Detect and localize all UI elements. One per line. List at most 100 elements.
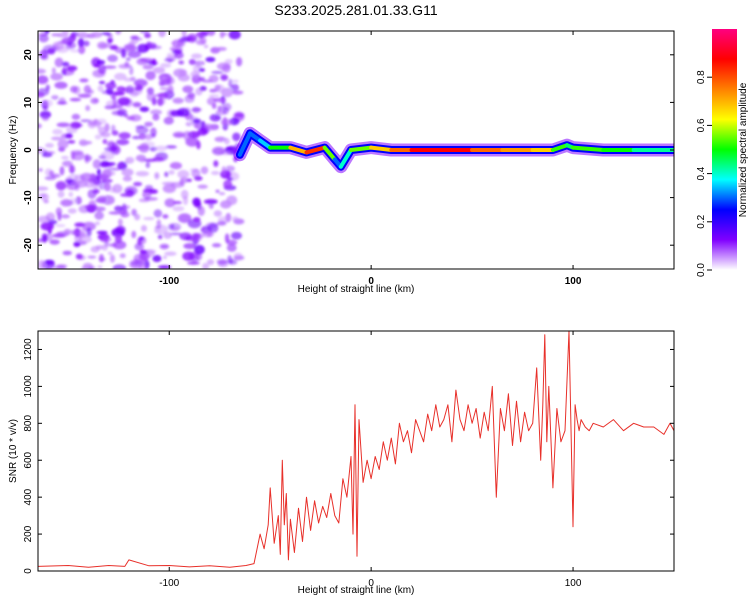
heatmap-noise-cell bbox=[138, 143, 150, 153]
heatmap-noise-cell bbox=[40, 193, 50, 202]
heatmap-noise-cell bbox=[182, 195, 189, 206]
heatmap-noise-cell bbox=[190, 53, 203, 59]
heatmap-noise-cell bbox=[224, 58, 233, 65]
heatmap-ridge-segment bbox=[338, 148, 353, 169]
heatmap-noise-cell bbox=[105, 171, 116, 176]
heatmap-noise-cell bbox=[164, 58, 175, 62]
heatmap-noise-cell bbox=[39, 110, 52, 119]
heatmap-noise-cell bbox=[117, 218, 123, 226]
heatmap-noise-cell bbox=[162, 255, 167, 259]
heatmap-noise-cell bbox=[123, 43, 137, 53]
colorbar-ticks: 0.0 0.2 0.4 0.6 0.8 bbox=[696, 70, 712, 277]
heatmap-noise-cell bbox=[212, 146, 226, 156]
heatmap-noise-cell bbox=[144, 121, 153, 127]
heatmap-noise-cell bbox=[211, 70, 224, 75]
heatmap-noise-cell bbox=[231, 90, 244, 95]
colorbar-tick-label: 0.4 bbox=[696, 166, 707, 180]
heatmap-noise-cell bbox=[125, 156, 135, 164]
heatmap-noise-cell bbox=[163, 231, 173, 239]
heatmap-noise-cell bbox=[94, 206, 106, 212]
heatmap-y-tick-label: -10 bbox=[23, 190, 34, 205]
heatmap-noise-cell bbox=[77, 254, 86, 261]
snr-series-line bbox=[38, 331, 674, 568]
heatmap-noise-cell bbox=[121, 168, 134, 177]
heatmap-noise-cell bbox=[84, 153, 90, 164]
heatmap-noise-cell bbox=[202, 230, 214, 238]
snr-y-tick-label: 1200 bbox=[23, 338, 34, 361]
heatmap-noise-cell bbox=[96, 118, 107, 125]
heatmap-noise-cell bbox=[142, 189, 152, 200]
heatmap-noise-cell bbox=[177, 169, 190, 179]
heatmap-noise-cell bbox=[107, 167, 121, 171]
heatmap-noise-cell bbox=[151, 58, 157, 66]
heatmap-y-tick-label: -20 bbox=[23, 238, 34, 253]
heatmap-noise-cell bbox=[228, 31, 241, 40]
heatmap-ridge-segment bbox=[348, 145, 374, 152]
heatmap-noise-cell bbox=[52, 128, 63, 135]
heatmap-noise-cell bbox=[192, 197, 201, 206]
heatmap-noise-cell bbox=[96, 168, 101, 176]
heatmap-noise-cell bbox=[114, 234, 123, 244]
heatmap-noise-cell bbox=[87, 255, 97, 259]
heatmap-noise-cell bbox=[98, 80, 106, 85]
heatmap-noise-cell bbox=[162, 184, 177, 194]
heatmap-noise-cell bbox=[38, 123, 42, 129]
heatmap-noise-cell bbox=[157, 97, 164, 107]
heatmap-noise-cell bbox=[108, 211, 123, 215]
heatmap-ridge-segment bbox=[288, 145, 309, 155]
heatmap-noise-cell bbox=[130, 35, 140, 40]
colorbar-tick-label: 0.6 bbox=[696, 118, 707, 132]
heatmap-noise-cell bbox=[38, 75, 49, 85]
heatmap-noise-cell bbox=[45, 84, 50, 91]
heatmap-x-tick-label: 100 bbox=[565, 276, 582, 287]
heatmap-noise-cell bbox=[203, 44, 209, 49]
heatmap-noise-cell bbox=[213, 210, 223, 217]
heatmap-noise-cell bbox=[226, 177, 234, 181]
heatmap-noise-cell bbox=[98, 126, 107, 135]
heatmap-ridge-segment bbox=[369, 145, 394, 152]
heatmap-noise-cell bbox=[137, 43, 149, 53]
heatmap-noise-cell bbox=[102, 65, 117, 69]
heatmap-noise-cell bbox=[144, 134, 153, 140]
heatmap-noise-cell bbox=[173, 132, 185, 138]
heatmap-noise-cell bbox=[138, 198, 150, 203]
heatmap-noise-cell bbox=[116, 139, 130, 146]
heatmap-noise-cell bbox=[172, 97, 184, 104]
heatmap-noise-cell bbox=[187, 92, 196, 99]
heatmap-noise-cell bbox=[63, 228, 72, 236]
heatmap-noise-cell bbox=[115, 31, 122, 35]
heatmap-noise-cell bbox=[56, 264, 68, 269]
heatmap-noise-cell bbox=[193, 217, 201, 223]
heatmap-noise-cell bbox=[59, 166, 65, 176]
heatmap-noise-cell bbox=[231, 79, 239, 84]
heatmap-noise-cell bbox=[85, 105, 91, 112]
heatmap-noise-cell bbox=[152, 156, 165, 162]
heatmap-noise-cell bbox=[201, 79, 213, 83]
heatmap-noise-cell bbox=[117, 161, 128, 171]
heatmap-noise-cell bbox=[65, 133, 73, 139]
heatmap-noise-cell bbox=[75, 196, 82, 205]
heatmap-noise-cell bbox=[149, 189, 159, 194]
heatmap-noise-cell bbox=[131, 230, 137, 239]
heatmap-noise-cell bbox=[139, 249, 148, 255]
heatmap-noise-cell bbox=[124, 61, 130, 67]
heatmap-noise-cell bbox=[164, 251, 177, 256]
heatmap-noise-cell bbox=[165, 145, 177, 149]
heatmap-noise-cell bbox=[200, 31, 209, 37]
heatmap-noise-cell bbox=[61, 155, 69, 160]
heatmap-noise-cell bbox=[163, 116, 174, 125]
heatmap-noise-cell bbox=[38, 168, 43, 172]
heatmap-noise-cell bbox=[225, 165, 235, 172]
heatmap-noise-cell bbox=[92, 69, 106, 78]
heatmap-noise-cell bbox=[54, 57, 64, 68]
heatmap-noise-cell bbox=[119, 253, 126, 259]
heatmap-noise-cell bbox=[87, 89, 94, 95]
heatmap-noise-cell bbox=[182, 85, 194, 93]
heatmap-noise-cell bbox=[125, 57, 131, 61]
heatmap-noise-cell bbox=[90, 31, 103, 38]
heatmap-noise-cell bbox=[44, 142, 54, 148]
heatmap-noise-cell bbox=[216, 221, 227, 226]
heatmap-noise-cell bbox=[224, 137, 230, 145]
heatmap-noise-cell bbox=[55, 45, 69, 53]
